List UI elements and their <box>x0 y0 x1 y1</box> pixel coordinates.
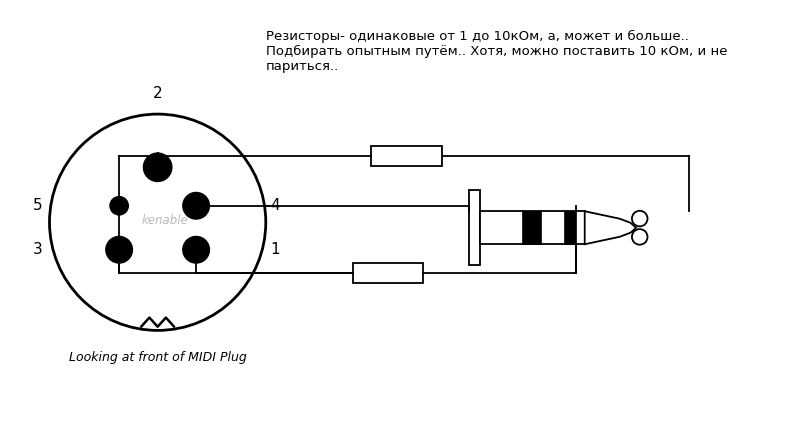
Bar <box>480 211 585 244</box>
Bar <box>470 190 480 265</box>
Bar <box>522 211 541 244</box>
Circle shape <box>183 236 210 263</box>
Text: 5: 5 <box>33 198 42 213</box>
Text: 2: 2 <box>153 86 162 101</box>
Bar <box>371 146 442 166</box>
Text: Резисторы- одинаковые от 1 до 10кОм, а, может и больше..
Подбирать опытным путём: Резисторы- одинаковые от 1 до 10кОм, а, … <box>266 30 727 73</box>
Circle shape <box>106 236 133 263</box>
Polygon shape <box>585 211 636 244</box>
Circle shape <box>110 196 128 215</box>
Circle shape <box>183 193 210 219</box>
Bar <box>564 211 577 244</box>
Bar <box>353 262 423 283</box>
Text: 4: 4 <box>270 198 280 213</box>
Circle shape <box>143 153 172 181</box>
Text: 3: 3 <box>33 242 42 257</box>
Text: 1: 1 <box>270 242 280 257</box>
Text: Looking at front of MIDI Plug: Looking at front of MIDI Plug <box>69 351 246 363</box>
Text: kenable: kenable <box>142 214 188 227</box>
